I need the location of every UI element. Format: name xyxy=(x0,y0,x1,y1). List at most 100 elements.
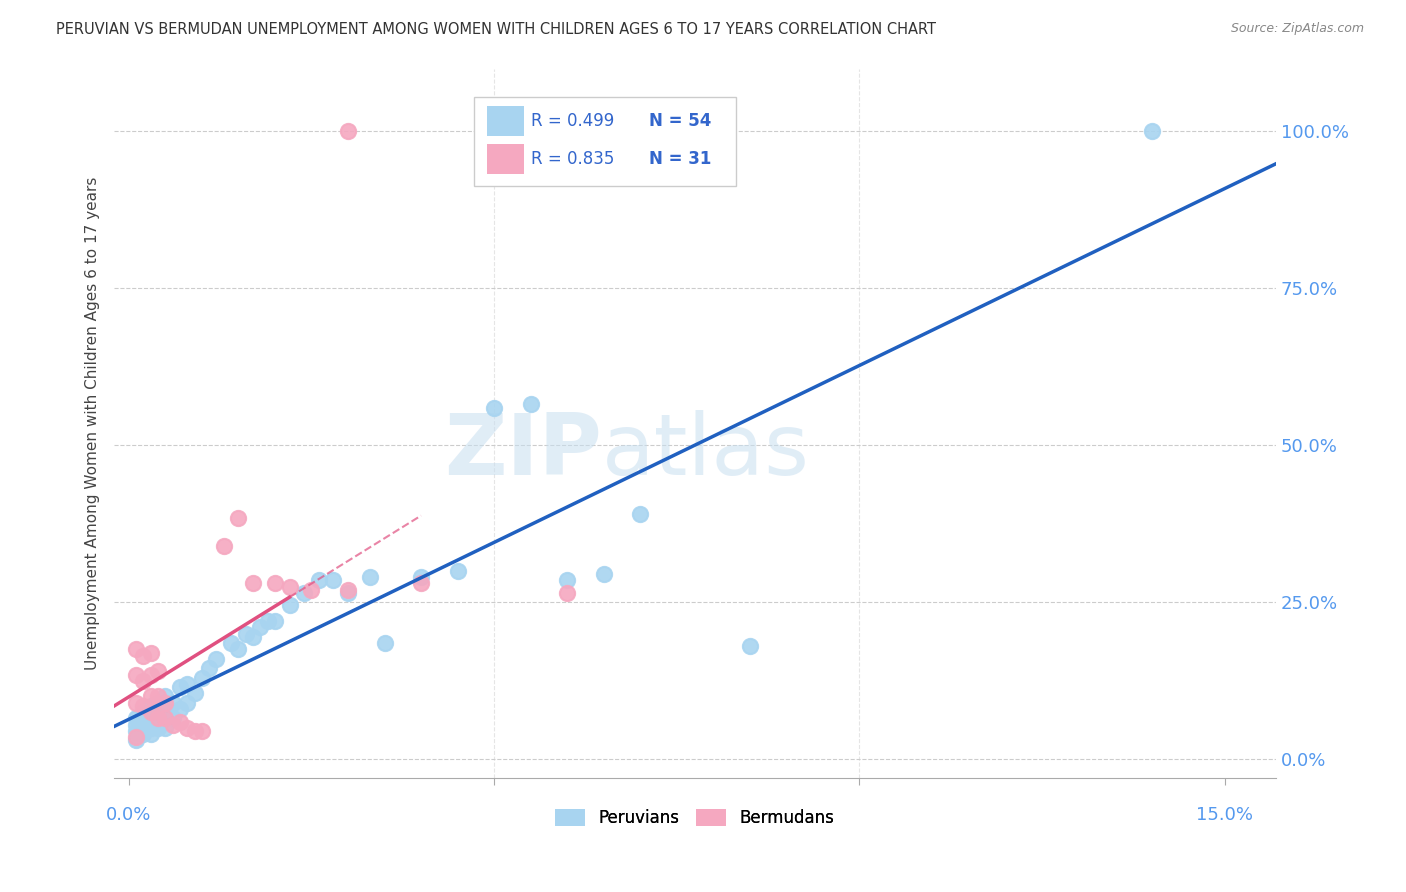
Point xyxy=(139,708,162,723)
Text: Source: ZipAtlas.com: Source: ZipAtlas.com xyxy=(1230,22,1364,36)
Point xyxy=(212,539,235,553)
Point xyxy=(198,661,221,675)
Point xyxy=(337,582,360,597)
Text: R = 0.835: R = 0.835 xyxy=(531,151,614,169)
Point xyxy=(592,567,614,582)
Point xyxy=(278,599,301,613)
Point xyxy=(235,626,257,640)
Point xyxy=(337,586,360,600)
Point xyxy=(155,696,177,710)
Text: 15.0%: 15.0% xyxy=(1197,806,1253,824)
Point xyxy=(308,574,330,588)
Point xyxy=(155,711,177,725)
Point xyxy=(169,714,191,729)
Point xyxy=(409,570,432,584)
Point xyxy=(139,698,162,713)
Point xyxy=(176,696,198,710)
Point xyxy=(256,614,278,628)
Point xyxy=(132,648,155,663)
Legend: Peruvians, Bermudans: Peruvians, Bermudans xyxy=(548,802,841,834)
Point xyxy=(132,718,155,732)
Point xyxy=(155,711,177,725)
Point xyxy=(155,721,177,735)
Point xyxy=(146,711,169,725)
Point xyxy=(125,667,148,681)
Point xyxy=(738,639,761,653)
Point xyxy=(292,586,315,600)
Point xyxy=(228,642,250,657)
Point xyxy=(409,576,432,591)
Point xyxy=(169,702,191,716)
Point xyxy=(125,711,148,725)
Point xyxy=(162,718,184,732)
Text: N = 31: N = 31 xyxy=(648,151,711,169)
Point xyxy=(1140,124,1163,138)
Point xyxy=(322,574,344,588)
Point xyxy=(242,630,264,644)
Text: N = 54: N = 54 xyxy=(648,112,711,130)
Point xyxy=(183,724,205,739)
Point xyxy=(132,727,155,741)
Point xyxy=(191,724,214,739)
Point xyxy=(132,705,155,719)
Point xyxy=(125,724,148,739)
Point xyxy=(337,124,360,138)
Point xyxy=(359,570,381,584)
Text: atlas: atlas xyxy=(602,410,810,493)
Text: R = 0.499: R = 0.499 xyxy=(531,112,614,130)
Point xyxy=(146,714,169,729)
Point xyxy=(555,586,578,600)
Point xyxy=(146,721,169,735)
FancyBboxPatch shape xyxy=(486,106,524,136)
Point xyxy=(519,397,541,411)
Point xyxy=(132,714,155,729)
Point xyxy=(125,718,148,732)
Point xyxy=(264,614,287,628)
Point xyxy=(125,696,148,710)
Point xyxy=(155,702,177,716)
Point xyxy=(228,510,250,524)
Text: ZIP: ZIP xyxy=(444,410,602,493)
Text: 0.0%: 0.0% xyxy=(105,806,152,824)
Point xyxy=(139,667,162,681)
Point xyxy=(125,731,148,745)
Point xyxy=(176,721,198,735)
Point xyxy=(139,727,162,741)
Point xyxy=(162,696,184,710)
Point xyxy=(482,401,505,415)
Point xyxy=(169,680,191,694)
Point xyxy=(242,576,264,591)
Point xyxy=(139,721,162,735)
Point xyxy=(132,673,155,688)
Point xyxy=(146,705,169,719)
Point xyxy=(183,686,205,700)
Point xyxy=(162,711,184,725)
Point xyxy=(628,508,651,522)
Point xyxy=(125,642,148,657)
Point xyxy=(219,636,242,650)
Point xyxy=(555,574,578,588)
Y-axis label: Unemployment Among Women with Children Ages 6 to 17 years: Unemployment Among Women with Children A… xyxy=(86,177,100,670)
Point xyxy=(373,636,395,650)
Point xyxy=(191,671,214,685)
Text: PERUVIAN VS BERMUDAN UNEMPLOYMENT AMONG WOMEN WITH CHILDREN AGES 6 TO 17 YEARS C: PERUVIAN VS BERMUDAN UNEMPLOYMENT AMONG … xyxy=(56,22,936,37)
Point xyxy=(264,576,287,591)
FancyBboxPatch shape xyxy=(474,97,735,186)
Point xyxy=(139,690,162,704)
Point xyxy=(146,690,169,704)
Point xyxy=(139,646,162,660)
Point xyxy=(139,705,162,719)
Point xyxy=(132,698,155,713)
Point xyxy=(125,733,148,747)
Point xyxy=(146,696,169,710)
Point xyxy=(301,582,323,597)
FancyBboxPatch shape xyxy=(486,145,524,174)
Point xyxy=(249,620,271,634)
Point xyxy=(146,665,169,679)
Point xyxy=(205,652,228,666)
Point xyxy=(155,690,177,704)
Point xyxy=(139,714,162,729)
Point xyxy=(278,580,301,594)
Point xyxy=(176,677,198,691)
Point xyxy=(446,564,468,578)
